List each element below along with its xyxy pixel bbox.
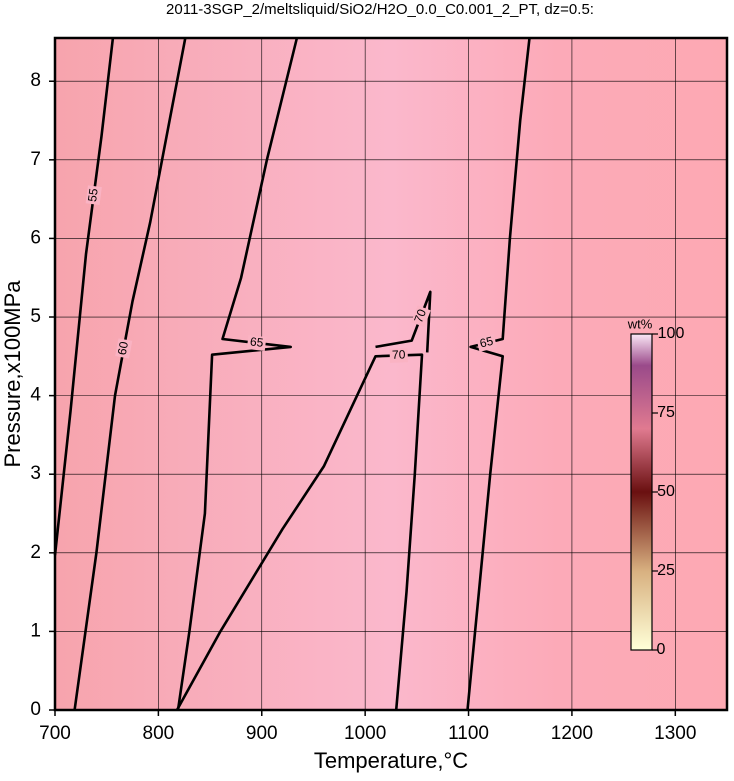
contour-label-bg xyxy=(389,348,408,363)
contour-label-bg xyxy=(476,334,498,352)
contour-label: 70 xyxy=(411,307,429,325)
y-axis-label: Pressure,x100MPa xyxy=(0,280,25,468)
x-tick-label: 1200 xyxy=(551,723,593,744)
colorbar-tick-label: 50 xyxy=(657,483,675,500)
x-axis-label: Temperature,°C xyxy=(314,748,468,773)
x-tick-label: 1300 xyxy=(654,723,696,744)
contour-label-bg xyxy=(115,338,133,359)
contour-line xyxy=(176,37,299,711)
x-tick-label: 1100 xyxy=(448,723,489,744)
contour-label-bg xyxy=(85,185,102,206)
y-tick-label: 2 xyxy=(30,542,41,563)
colorbar-tick-label: 0 xyxy=(657,641,666,658)
contour-label-bg xyxy=(246,334,267,351)
contour-line xyxy=(53,37,115,556)
chart-title: 2011-3SGP_2/meltsliquid/SiO2/H2O_0.0_C0.… xyxy=(166,1,594,18)
colorbar xyxy=(630,333,653,651)
colorbar-tick-label: 25 xyxy=(657,562,675,579)
x-tick-label: 1000 xyxy=(344,723,386,744)
contour-label: 70 xyxy=(392,347,406,361)
y-tick-label: 3 xyxy=(30,463,41,484)
y-tick-label: 1 xyxy=(30,620,41,641)
plot-area xyxy=(55,38,727,710)
contour-label: 55 xyxy=(85,187,101,202)
plot-frame xyxy=(53,36,729,712)
contour-label: 65 xyxy=(478,334,495,351)
y-tick-label: 5 xyxy=(30,306,41,327)
y-tick-label: 4 xyxy=(30,385,41,406)
contour-line xyxy=(466,37,531,711)
colorbar-label: wt% xyxy=(627,316,653,331)
contour-line xyxy=(175,353,424,711)
x-tick-label: 900 xyxy=(246,723,278,744)
y-tick-label: 0 xyxy=(30,699,41,720)
y-tick-label: 6 xyxy=(30,227,41,248)
x-tick-label: 700 xyxy=(39,723,71,744)
x-tick-label: 800 xyxy=(143,723,175,744)
contour-label-bg xyxy=(411,305,431,328)
y-tick-label: 8 xyxy=(30,70,41,91)
y-tick-label: 7 xyxy=(30,149,41,170)
colorbar-tick-label: 100 xyxy=(658,325,685,342)
colorbar-tick-label: 75 xyxy=(657,404,675,421)
contour-label: 65 xyxy=(249,334,264,349)
contour-label: 60 xyxy=(115,340,131,356)
